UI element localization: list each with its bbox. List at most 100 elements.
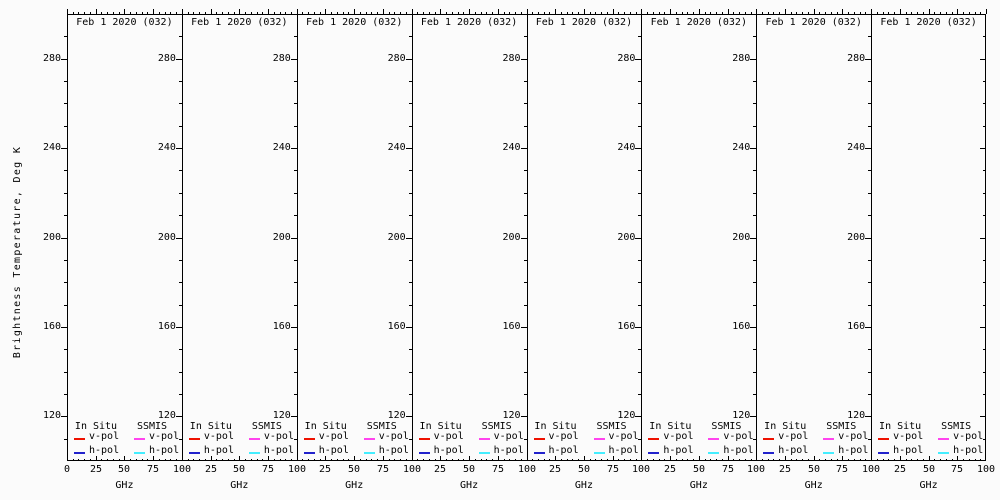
y-minor-tick — [983, 126, 986, 127]
x-minor-tick-top — [975, 12, 976, 14]
x-minor-tick-top — [291, 12, 292, 14]
legend-group-header: SSMIS — [251, 421, 282, 432]
y-minor-tick — [523, 260, 527, 261]
y-major-tick — [290, 238, 297, 239]
x-axis-title: GHz — [574, 480, 593, 491]
x-minor-tick-bottom — [532, 459, 533, 461]
legend-entry-label: v-pol — [723, 431, 754, 442]
x-major-tick-top — [124, 9, 125, 14]
x-minor-tick-bottom — [952, 459, 953, 461]
y-tick-label: 280 — [157, 53, 176, 64]
legend-entry-label: h-pol — [608, 445, 639, 456]
x-minor-tick-bottom — [751, 459, 752, 461]
y-minor-tick — [868, 439, 872, 440]
x-minor-tick-top — [808, 12, 809, 14]
x-minor-tick-top — [969, 12, 970, 14]
x-major-tick-top — [383, 9, 384, 14]
y-minor-tick — [523, 215, 527, 216]
x-minor-tick-bottom — [331, 459, 332, 461]
x-minor-tick-top — [234, 12, 235, 14]
x-minor-tick-bottom — [515, 459, 516, 461]
y-minor-tick — [293, 394, 297, 395]
x-minor-tick-top — [963, 12, 964, 14]
x-minor-tick-bottom — [360, 459, 361, 461]
y-minor-tick — [868, 282, 872, 283]
y-minor-tick — [64, 126, 67, 127]
x-minor-tick-bottom — [848, 459, 849, 461]
legend-entry-label: v-pol — [493, 431, 524, 442]
y-major-tick — [175, 416, 182, 417]
y-major-tick — [980, 59, 986, 60]
y-minor-tick — [178, 349, 182, 350]
legend-line-swatch — [418, 438, 430, 440]
y-minor-tick — [408, 282, 412, 283]
legend-line-swatch — [763, 452, 775, 454]
x-minor-tick-top — [205, 12, 206, 14]
y-major-tick — [175, 59, 182, 60]
x-minor-tick-top — [768, 12, 769, 14]
x-minor-tick-top — [274, 12, 275, 14]
y-minor-tick — [64, 394, 67, 395]
y-major-tick — [980, 238, 986, 239]
y-major-tick — [405, 238, 412, 239]
y-minor-tick — [293, 36, 297, 37]
y-major-tick — [175, 148, 182, 149]
x-minor-tick-bottom — [400, 459, 401, 461]
x-major-tick-bottom — [814, 456, 815, 461]
y-minor-tick — [753, 170, 757, 171]
x-minor-tick-top — [561, 12, 562, 14]
y-minor-tick — [293, 193, 297, 194]
x-tick-label: 100 — [517, 464, 537, 475]
x-tick-label: 25 — [663, 464, 677, 475]
y-tick-label: 240 — [42, 142, 61, 153]
y-minor-tick — [638, 305, 642, 306]
x-minor-tick-top — [607, 12, 608, 14]
legend-line-swatch — [134, 452, 145, 454]
x-major-tick-top — [842, 9, 843, 14]
x-minor-tick-top — [228, 12, 229, 14]
x-minor-tick-bottom — [906, 459, 907, 461]
x-minor-tick-bottom — [618, 459, 619, 461]
x-minor-tick-top — [417, 12, 418, 14]
y-major-tick — [635, 148, 642, 149]
x-minor-tick-top — [911, 12, 912, 14]
y-tick-label: 200 — [732, 232, 751, 243]
y-minor-tick — [64, 349, 67, 350]
legend-entry-label: h-pol — [548, 445, 579, 456]
y-minor-tick — [753, 372, 757, 373]
legend-entry-label: h-pol — [663, 445, 694, 456]
x-minor-tick-top — [773, 12, 774, 14]
x-minor-tick-bottom — [130, 459, 131, 461]
x-minor-tick-bottom — [647, 459, 648, 461]
x-minor-tick-bottom — [716, 459, 717, 461]
x-major-tick-top — [153, 9, 154, 14]
y-major-tick — [520, 327, 527, 328]
x-minor-tick-bottom — [509, 459, 510, 461]
legend-entry-label: h-pol — [893, 445, 924, 456]
y-minor-tick — [868, 215, 872, 216]
x-minor-tick-bottom — [808, 459, 809, 461]
x-minor-tick-bottom — [934, 459, 935, 461]
x-minor-tick-top — [538, 12, 539, 14]
y-minor-tick — [408, 215, 412, 216]
y-major-tick — [635, 327, 642, 328]
y-minor-tick — [983, 81, 986, 82]
x-major-tick-top — [211, 9, 212, 14]
x-major-tick-bottom — [239, 456, 240, 461]
x-tick-label: 75 — [835, 464, 849, 475]
x-minor-tick-bottom — [371, 459, 372, 461]
x-minor-tick-top — [521, 12, 522, 14]
top-edge-tick — [412, 9, 413, 14]
panel-title: Feb 1 2020 (032) — [765, 17, 862, 28]
legend-entry-label: v-pol — [663, 431, 694, 442]
y-major-tick — [750, 59, 757, 60]
legend-entry-label: h-pol — [203, 445, 234, 456]
y-minor-tick — [408, 394, 412, 395]
panel-title: Feb 1 2020 (032) — [306, 17, 403, 28]
x-major-tick-bottom — [584, 456, 585, 461]
x-tick-label: 25 — [89, 464, 103, 475]
y-tick-label: 120 — [502, 410, 521, 421]
legend-line-swatch — [533, 452, 545, 454]
y-major-tick — [405, 416, 412, 417]
x-minor-tick-top — [302, 12, 303, 14]
